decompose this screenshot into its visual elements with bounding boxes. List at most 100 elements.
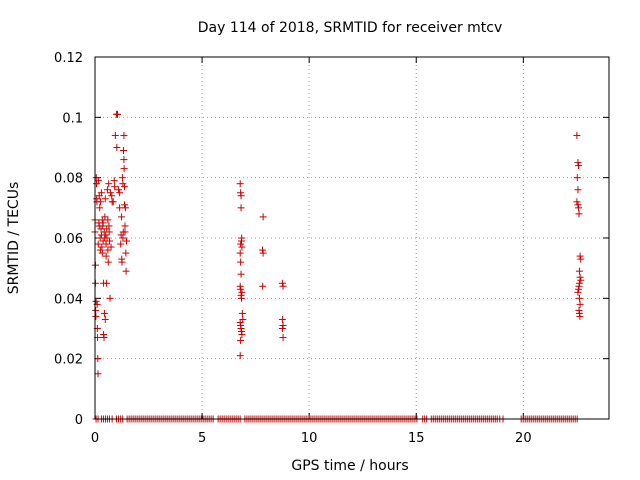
data-point <box>236 352 244 360</box>
data-point <box>576 312 584 320</box>
data-point <box>259 213 267 221</box>
x-tick-label: 20 <box>515 431 532 446</box>
data-point <box>278 279 286 287</box>
data-point <box>237 337 245 345</box>
data-point <box>120 131 128 139</box>
y-axis-label: SRMTID / TECUs <box>6 182 22 295</box>
data-point <box>92 180 100 188</box>
data-point <box>574 201 582 209</box>
data-point <box>98 249 106 257</box>
data-point <box>573 174 581 182</box>
data-point <box>279 321 287 329</box>
data-point <box>575 285 583 293</box>
plot-frame <box>94 56 610 420</box>
data-point <box>96 246 104 254</box>
data-point <box>105 228 113 236</box>
data-point <box>122 267 130 275</box>
data-point <box>115 186 123 194</box>
data-point <box>278 315 286 323</box>
data-point <box>104 216 112 224</box>
data-point <box>116 189 124 197</box>
data-points <box>91 110 585 423</box>
x-tick-label: 0 <box>91 431 99 446</box>
data-point <box>102 231 110 239</box>
data-point <box>92 306 100 314</box>
x-tick-label: 15 <box>408 431 425 446</box>
data-point <box>238 309 246 317</box>
data-point <box>111 131 119 139</box>
data-point <box>110 177 118 185</box>
data-point <box>94 240 102 248</box>
data-point <box>237 258 245 266</box>
data-point <box>575 267 583 275</box>
data-point <box>118 258 126 266</box>
data-point <box>122 249 130 257</box>
data-point <box>574 186 582 194</box>
y-tick-label: 0.04 <box>54 292 83 307</box>
data-point <box>575 294 583 302</box>
data-point <box>237 285 245 293</box>
data-point <box>105 180 113 188</box>
data-point <box>101 213 109 221</box>
data-point <box>238 331 246 339</box>
data-point <box>120 156 128 164</box>
data-point <box>577 276 585 284</box>
y-tick-label: 0.1 <box>62 111 83 126</box>
data-point <box>101 195 109 203</box>
data-point <box>120 165 128 173</box>
data-point <box>108 192 116 200</box>
y-tick-label: 0.12 <box>54 51 83 66</box>
data-point <box>575 204 583 212</box>
data-point <box>121 222 129 230</box>
data-point <box>94 370 102 378</box>
data-point <box>118 213 126 221</box>
data-point <box>99 219 107 227</box>
data-point <box>103 279 111 287</box>
data-point <box>236 249 244 257</box>
data-point <box>119 234 127 242</box>
x-tick-label: 10 <box>301 431 318 446</box>
data-point <box>111 183 119 191</box>
data-point <box>121 201 129 209</box>
data-point <box>107 243 115 251</box>
data-point <box>279 334 287 342</box>
y-tick-label: 0.02 <box>54 353 83 368</box>
x-axis-label: GPS time / hours <box>291 458 408 474</box>
data-point <box>259 249 267 257</box>
data-point <box>119 180 127 188</box>
data-point <box>98 243 106 251</box>
data-point <box>92 312 100 320</box>
data-point <box>573 198 581 206</box>
data-point <box>121 204 129 212</box>
data-point <box>238 234 246 242</box>
data-point <box>113 144 121 151</box>
y-tick-label: 0.08 <box>54 172 83 187</box>
data-point <box>258 246 266 254</box>
data-point <box>106 294 114 302</box>
data-point <box>97 189 105 197</box>
data-point <box>236 180 244 188</box>
y-tick-label: 0 <box>75 413 83 428</box>
data-point <box>122 237 130 245</box>
data-point <box>104 258 112 266</box>
data-point <box>104 246 112 254</box>
data-point <box>92 297 100 305</box>
data-point <box>100 309 108 317</box>
data-point <box>237 192 245 200</box>
data-point <box>574 159 582 167</box>
chart-title: Day 114 of 2018, SRMTID for receiver mtc… <box>198 20 503 36</box>
data-point <box>259 282 267 290</box>
data-point <box>101 315 109 323</box>
data-point <box>94 177 102 185</box>
data-point <box>576 252 584 260</box>
data-point <box>238 243 246 251</box>
data-point <box>97 198 105 206</box>
data-point <box>577 255 585 263</box>
data-point <box>239 315 247 323</box>
data-point <box>237 240 245 248</box>
data-point <box>102 240 110 248</box>
data-point <box>576 300 584 308</box>
data-point <box>574 288 582 296</box>
data-point <box>237 294 245 302</box>
